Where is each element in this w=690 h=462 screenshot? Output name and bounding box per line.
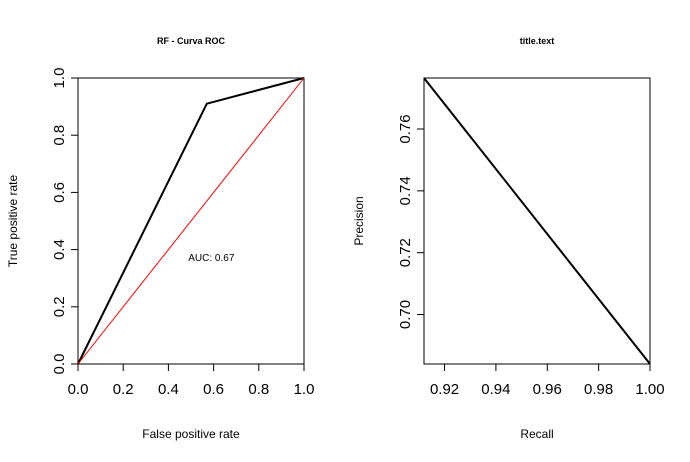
pr-plot-frame (423, 77, 651, 365)
pr-y-tick-label: 0.72 (397, 238, 414, 267)
roc-x-ticks: 0.0 0.2 0.4 0.6 0.8 1.0 (68, 364, 315, 398)
roc-x-tick-label: 0.6 (203, 381, 224, 398)
pr-x-ticks: 0.92 0.94 0.96 0.98 1.00 (430, 364, 665, 398)
roc-y-tick-label: 1.0 (51, 68, 68, 89)
roc-y-tick-label: 0.0 (51, 354, 68, 375)
roc-panel: RF - Curva ROC False positive rate True … (6, 36, 314, 441)
roc-y-tick-label: 0.4 (51, 239, 68, 260)
roc-x-axis-label: False positive rate (142, 427, 240, 441)
roc-x-tick-label: 1.0 (294, 381, 315, 398)
auc-annotation: AUC: 0.67 (188, 253, 235, 264)
roc-x-tick-label: 0.2 (113, 381, 134, 398)
pr-x-tick-label: 0.96 (533, 381, 562, 398)
pr-x-tick-label: 1.00 (635, 381, 664, 398)
pr-y-tick-label: 0.76 (397, 114, 414, 143)
roc-y-tick-label: 0.2 (51, 296, 68, 317)
pr-x-tick-label: 0.94 (481, 381, 510, 398)
pr-y-tick-label: 0.70 (397, 300, 414, 329)
pr-title: title.text (520, 36, 555, 46)
pr-series-line-0 (423, 77, 651, 365)
pr-x-tick-label: 0.92 (430, 381, 459, 398)
roc-series (77, 77, 305, 365)
roc-series-line-1 (77, 77, 305, 365)
pr-panel: title.text Recall Precision 0.92 0.94 0.96… (352, 36, 665, 441)
roc-x-tick-label: 0.8 (248, 381, 269, 398)
roc-x-tick-label: 0.4 (158, 381, 179, 398)
roc-series-line-0 (77, 77, 305, 365)
roc-y-axis-label: True positive rate (6, 175, 20, 268)
roc-y-ticks: 0.0 0.2 0.4 0.6 0.8 1.0 (51, 68, 78, 375)
pr-y-tick-label: 0.74 (397, 176, 414, 205)
pr-x-axis-label: Recall (520, 427, 553, 441)
pr-y-axis-label: Precision (352, 196, 366, 245)
roc-plot-frame (77, 77, 305, 365)
pr-series (423, 77, 651, 365)
roc-x-tick-label: 0.0 (68, 381, 89, 398)
roc-y-tick-label: 0.6 (51, 182, 68, 203)
pr-x-tick-label: 0.98 (584, 381, 613, 398)
pr-y-ticks: 0.70 0.72 0.74 0.76 (397, 114, 424, 329)
roc-y-tick-label: 0.8 (51, 125, 68, 146)
roc-title: RF - Curva ROC (157, 36, 226, 46)
